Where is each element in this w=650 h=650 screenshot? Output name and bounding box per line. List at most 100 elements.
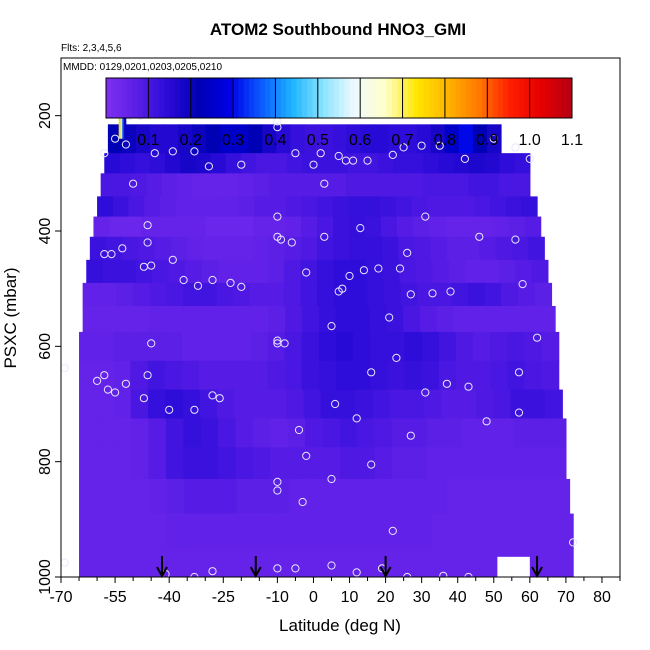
heatmap-cell <box>235 418 254 448</box>
heatmap-cell <box>399 259 417 284</box>
heatmap-cell <box>438 153 455 174</box>
heatmap-cell <box>253 173 270 197</box>
observation-point <box>345 271 354 281</box>
heatmap-cell <box>330 173 347 197</box>
observation-point <box>147 339 156 348</box>
observation-point <box>291 149 300 158</box>
colorbar-swatch <box>376 78 382 118</box>
y-tick-label: 400 <box>37 218 54 245</box>
colorbar-swatch <box>169 78 176 118</box>
heatmap-cell <box>473 360 491 391</box>
heatmap-cell <box>444 216 462 238</box>
colorbar-tick-label: 0.6 <box>349 132 371 149</box>
observation-point <box>143 238 152 247</box>
heatmap-cell <box>148 389 166 420</box>
heatmap-cell <box>191 196 208 218</box>
heatmap-cell <box>96 447 115 480</box>
heatmap-cell <box>114 478 133 515</box>
colorbar-swatch <box>556 78 562 118</box>
y-tick-label: 600 <box>37 333 54 360</box>
observation-point <box>168 255 177 264</box>
heatmap-cell <box>149 282 167 307</box>
heatmap-cell <box>446 478 466 515</box>
observation-point <box>514 368 524 377</box>
colorbar-swatch <box>349 78 356 118</box>
observation-point <box>139 394 148 403</box>
heatmap-cell <box>135 124 151 154</box>
colorbar-swatch <box>365 78 372 118</box>
heatmap-cell <box>157 216 174 238</box>
heatmap-cell <box>531 447 550 480</box>
heatmap-cell <box>442 196 460 218</box>
heatmap-cell <box>496 418 515 448</box>
heatmap-cell <box>256 153 273 174</box>
heatmap-cell <box>332 196 350 218</box>
heatmap-cell <box>458 196 475 218</box>
heatmap-cell <box>449 548 468 577</box>
heatmap-cell <box>138 236 156 261</box>
heatmap-cell <box>233 331 251 362</box>
heatmap-cell <box>254 478 273 515</box>
heatmap-cell <box>267 259 285 284</box>
heatmap-cell <box>326 513 345 549</box>
observation-point <box>374 264 383 273</box>
heatmap-cell <box>96 548 115 577</box>
colorbar-swatch <box>434 78 441 118</box>
observation-point <box>395 264 405 273</box>
heatmap-cell <box>181 331 200 362</box>
colorbar-swatch <box>561 78 568 118</box>
observation-point <box>273 123 282 132</box>
heatmap-cell <box>131 173 148 197</box>
heatmap-cell <box>458 124 474 154</box>
observation-point <box>320 232 329 241</box>
colorbar-swatch <box>423 78 430 118</box>
heatmap-cell <box>339 447 358 480</box>
heatmap-hot-cell <box>124 112 127 139</box>
heatmap-cell <box>166 478 185 515</box>
colorbar-swatch <box>222 78 229 118</box>
heatmap-cell <box>345 173 362 197</box>
observation-point <box>489 134 498 143</box>
heatmap-cell <box>377 153 394 174</box>
observation-point <box>273 336 282 345</box>
y-tick-label: 800 <box>37 448 54 475</box>
x-tick-label: 30 <box>413 589 431 606</box>
observation-point <box>302 451 311 460</box>
colorbar-swatch <box>301 78 308 118</box>
heatmap-cell <box>370 360 388 391</box>
heatmap-cell <box>324 478 343 515</box>
heatmap-cell <box>113 418 132 448</box>
heatmap-cell <box>301 216 318 238</box>
colorbar-swatch <box>513 78 520 118</box>
heatmap-cell <box>396 513 415 549</box>
heatmap-cell <box>514 173 531 197</box>
heatmap-cell <box>268 236 286 261</box>
heatmap-cell <box>392 447 411 480</box>
chart-title: ATOM2 Southbound HNO3_GMI <box>210 20 466 39</box>
heatmap-cell <box>99 305 117 333</box>
heatmap-cell <box>113 389 132 420</box>
heatmap-cell <box>444 124 460 154</box>
heatmap-cell <box>381 236 399 261</box>
heatmap-cell <box>113 447 132 480</box>
observation-point <box>406 431 415 440</box>
heatmap-cell <box>131 548 151 577</box>
colorbar-swatch <box>264 78 271 118</box>
heatmap-cell <box>106 236 123 261</box>
heatmap-cell <box>148 447 167 480</box>
heatmap-cell <box>287 447 306 480</box>
heatmap-cell <box>411 478 430 515</box>
colorbar-tick-label: 0.7 <box>391 132 413 149</box>
heatmap-cell <box>395 196 412 218</box>
heatmap-cell <box>415 259 434 284</box>
y-tick-label: 1000 <box>37 559 54 595</box>
heatmap-cell <box>238 196 255 218</box>
heatmap-cell <box>326 548 345 577</box>
colorbar-swatch <box>391 78 398 118</box>
heatmap-cell <box>376 173 393 197</box>
heatmap-hot-cell <box>120 112 123 139</box>
heatmap-cell <box>284 331 303 362</box>
heatmap-cell <box>428 216 446 238</box>
heatmap-cell <box>423 153 440 174</box>
heatmap-cell <box>113 331 132 362</box>
